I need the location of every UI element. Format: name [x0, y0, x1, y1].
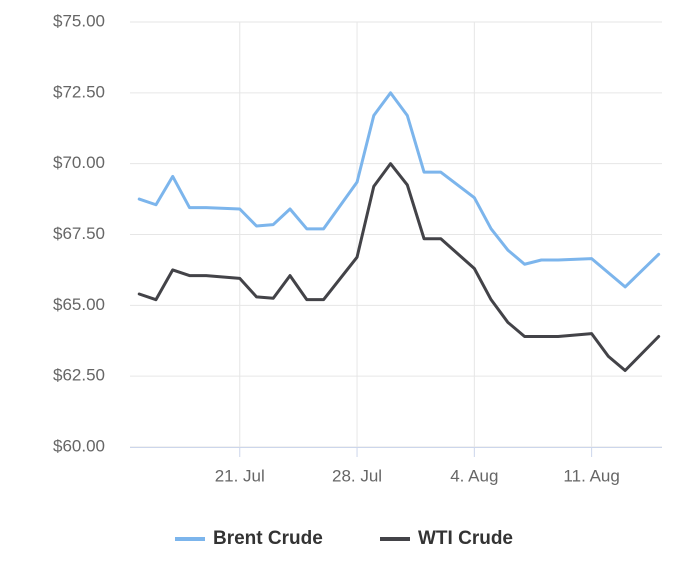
x-tick-label: 11. Aug — [563, 466, 619, 485]
y-tick-label: $62.50 — [53, 366, 105, 385]
y-tick-label: $67.50 — [53, 224, 105, 243]
legend-label: WTI Crude — [418, 528, 513, 549]
y-tick-label: $72.50 — [53, 82, 105, 101]
legend-label: Brent Crude — [213, 528, 323, 549]
y-tick-label: $65.00 — [53, 295, 105, 314]
y-tick-label: $60.00 — [53, 436, 105, 455]
series-line — [137, 91, 661, 289]
y-tick-label: $75.00 — [53, 11, 105, 30]
x-tick-label: 28. Jul — [332, 466, 382, 485]
y-tick-label: $70.00 — [53, 153, 105, 172]
x-tick-label: 4. Aug — [450, 466, 498, 485]
x-tick-label: 21. Jul — [215, 466, 265, 485]
series-line — [137, 162, 661, 372]
